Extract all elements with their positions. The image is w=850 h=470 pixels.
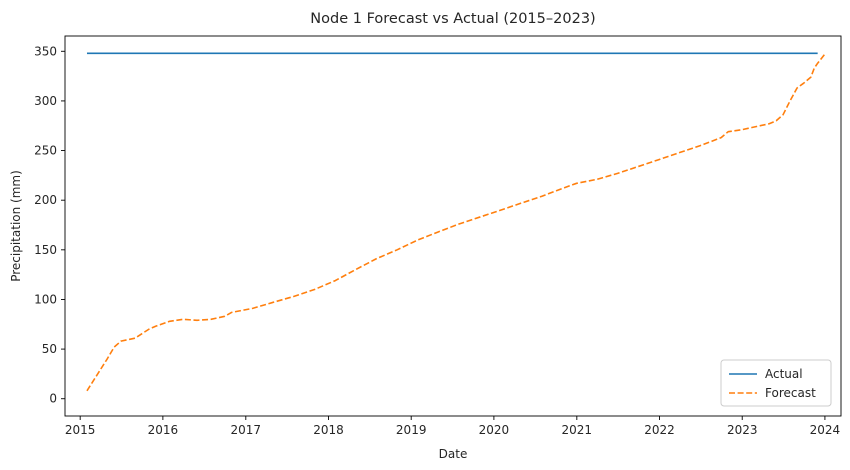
legend: Actual Forecast	[720, 359, 832, 407]
chart-title: Node 1 Forecast vs Actual (2015–2023)	[310, 11, 595, 27]
x-tick-label-2016: 2016	[148, 423, 179, 437]
x-tick-label-2018: 2018	[313, 423, 344, 437]
y-tick-label-150: 150	[34, 243, 57, 257]
x-tick-label-2024: 2024	[810, 423, 841, 437]
legend-label-forecast: Forecast	[765, 386, 816, 400]
x-tick-label-2021: 2021	[562, 423, 593, 437]
x-tick-label-2022: 2022	[644, 423, 675, 437]
legend-box	[720, 359, 832, 407]
y-tick-label-250: 250	[34, 144, 57, 158]
y-tick-label-100: 100	[34, 292, 57, 306]
x-tick-label-2023: 2023	[727, 423, 758, 437]
y-tick-label-200: 200	[34, 193, 57, 207]
plot-area	[86, 52, 826, 392]
axes: 2015 2016 2017 2018 2019 2020 2021 2022 2023 2024…	[34, 35, 842, 437]
legend-label-actual: Actual	[765, 367, 803, 381]
x-tick-label-2017: 2017	[231, 423, 262, 437]
series-line-forecast	[86, 53, 826, 392]
x-tick-label-2020: 2020	[479, 423, 510, 437]
y-tick-label-0: 0	[49, 392, 57, 406]
y-tick-label-50: 50	[42, 342, 57, 356]
axes-frame	[64, 35, 842, 417]
y-tick-label-300: 300	[34, 94, 57, 108]
y-axis-label: Precipitation (mm)	[9, 170, 23, 282]
x-tick-label-2019: 2019	[396, 423, 427, 437]
x-tick-label-2015: 2015	[65, 423, 96, 437]
y-tick-label-350: 350	[34, 44, 57, 58]
x-axis-label: Date	[439, 447, 468, 461]
